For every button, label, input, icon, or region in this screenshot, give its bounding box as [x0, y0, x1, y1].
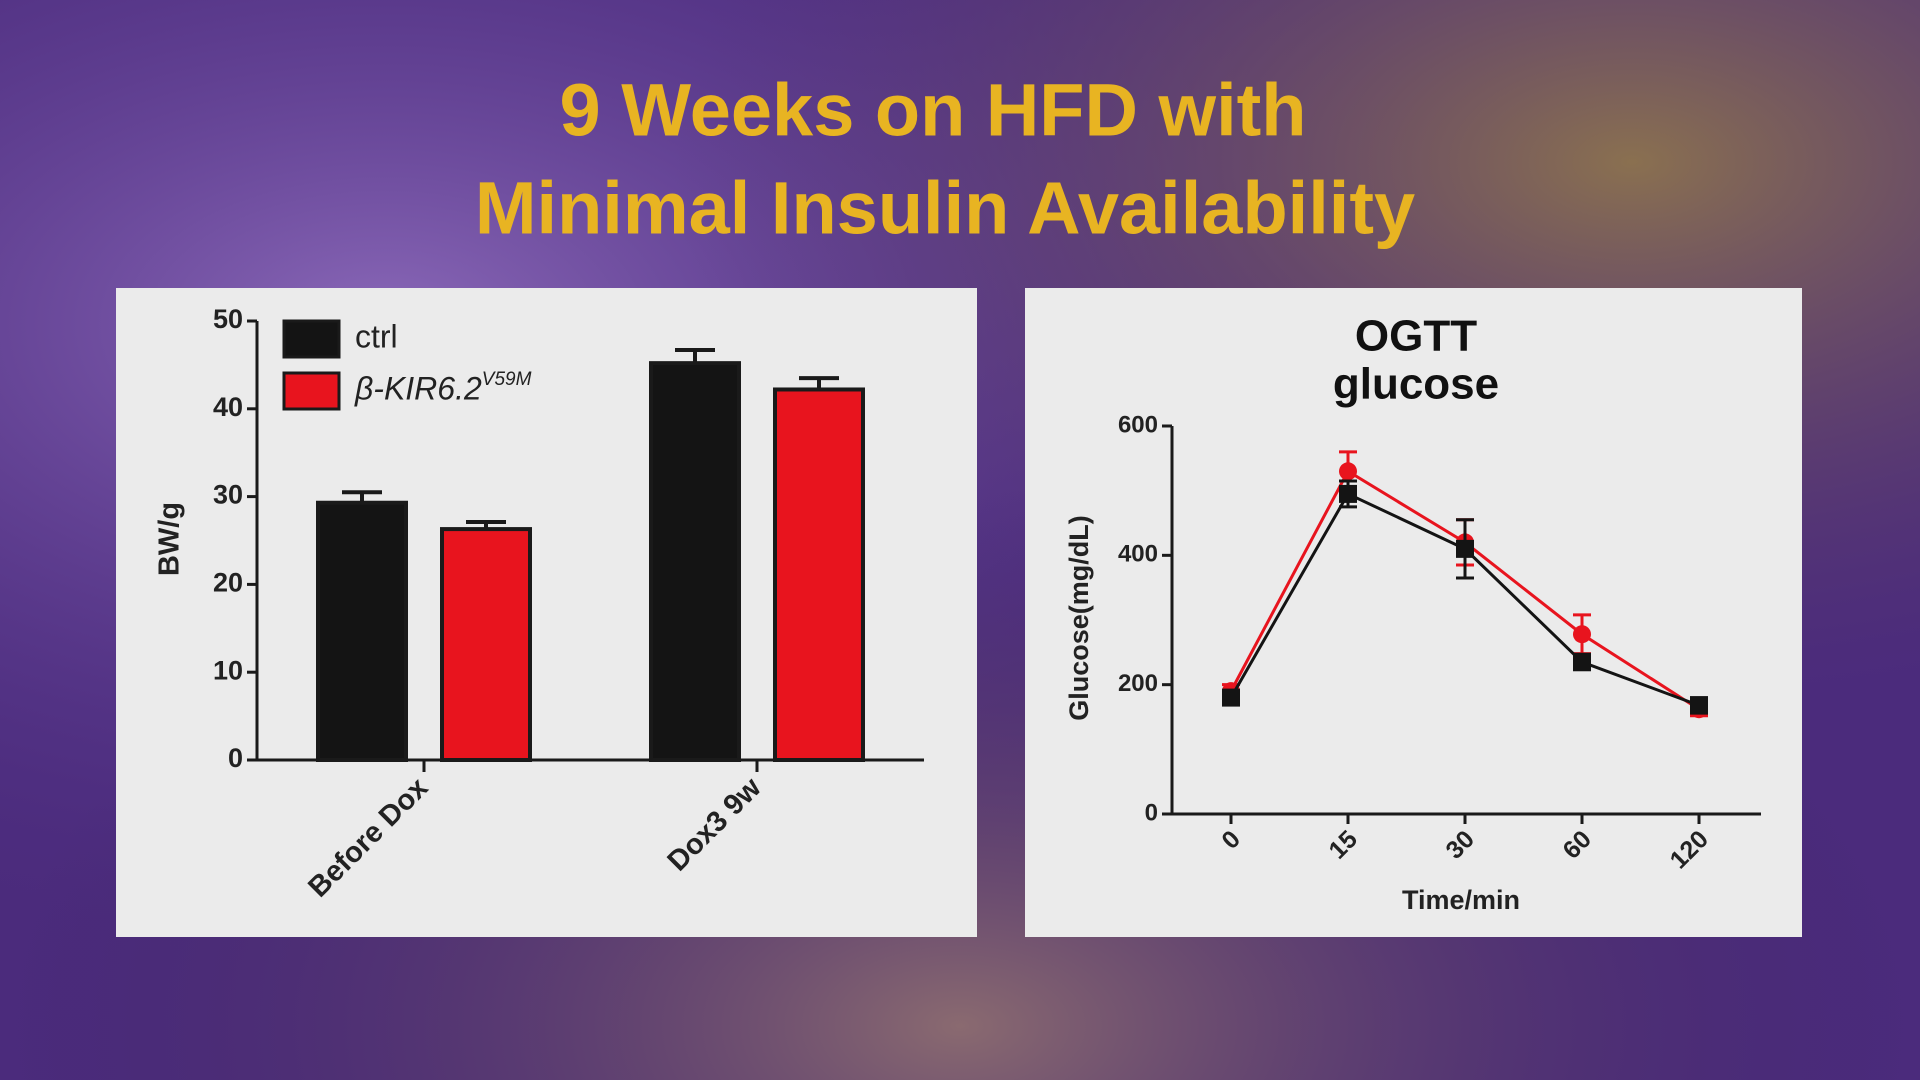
slide-title: 9 Weeks on HFD with: [560, 69, 1307, 152]
y-tick-label: 400: [1118, 541, 1158, 568]
y-tick-label: 600: [1118, 411, 1158, 438]
y-tick-label: 40: [213, 392, 243, 422]
point: [1339, 484, 1357, 503]
bar: [649, 361, 741, 762]
point: [1690, 696, 1708, 715]
legend-label-superscript: V59M: [482, 369, 532, 390]
y-tick-label: 0: [228, 743, 243, 773]
point: [1339, 462, 1357, 481]
bar: [440, 527, 532, 762]
slide-title: Minimal Insulin Availability: [475, 167, 1415, 250]
legend-label: ctrl: [355, 318, 398, 354]
y-tick-label: 200: [1118, 670, 1158, 697]
point: [1456, 539, 1474, 558]
y-tick-label: 50: [213, 304, 243, 334]
bar: [316, 500, 408, 762]
y-tick-label: 10: [213, 655, 243, 685]
legend-swatch: [282, 319, 341, 359]
x-axis-label: Time/min: [1402, 885, 1520, 915]
legend-swatch: [282, 371, 341, 411]
y-tick-label: 0: [1145, 799, 1158, 826]
point: [1573, 653, 1591, 672]
point: [1222, 688, 1240, 707]
y-axis-label: BW/g: [154, 502, 186, 576]
y-tick-label: 30: [213, 480, 243, 510]
chart-title: OGTT: [1355, 312, 1477, 361]
point: [1573, 625, 1591, 644]
chart-panel: [1025, 288, 1802, 937]
y-axis-label: Glucose(mg/dL): [1064, 515, 1094, 721]
chart-title: glucose: [1333, 360, 1499, 409]
y-tick-label: 20: [213, 568, 243, 598]
bar: [773, 387, 865, 762]
